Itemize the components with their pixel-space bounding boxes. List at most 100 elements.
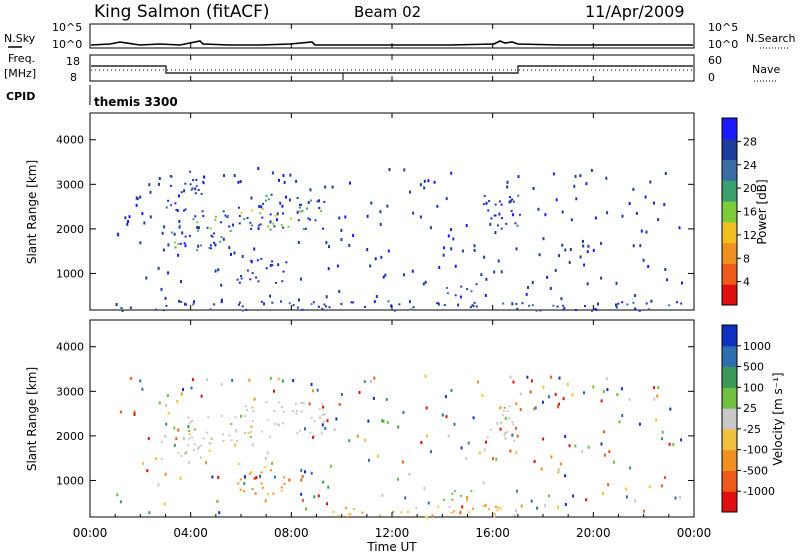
data-cell <box>211 235 214 238</box>
data-cell <box>664 172 667 175</box>
data-cell <box>309 199 312 202</box>
data-cell <box>251 406 254 409</box>
data-cell <box>499 427 502 431</box>
colorbar-tick-label: 4 <box>743 276 750 289</box>
data-cell <box>634 307 637 310</box>
y-tick-label: 4000 <box>56 134 84 147</box>
y-tick-label: 2000 <box>56 430 84 443</box>
data-cell <box>515 402 518 406</box>
data-cell <box>282 174 285 177</box>
data-cell <box>465 224 468 227</box>
data-cell <box>294 402 297 405</box>
data-cell <box>663 203 666 207</box>
data-cell <box>271 264 274 267</box>
data-cell <box>496 421 499 425</box>
data-cell <box>296 432 299 435</box>
data-cell <box>387 249 390 253</box>
data-cell <box>450 247 453 251</box>
data-cell <box>632 187 635 191</box>
data-cell <box>632 301 635 304</box>
data-cell <box>446 292 449 295</box>
data-cell <box>261 216 264 219</box>
data-cell <box>485 277 488 281</box>
data-cell <box>538 253 541 257</box>
data-cell <box>370 201 373 205</box>
data-cell <box>265 267 268 270</box>
data-cell <box>282 226 285 229</box>
data-cell <box>480 273 483 277</box>
data-cell <box>133 413 136 416</box>
data-cell <box>550 455 553 459</box>
data-cell <box>438 266 441 269</box>
data-cell <box>237 180 240 184</box>
data-cell <box>602 430 605 434</box>
data-cell <box>220 236 223 238</box>
data-cell <box>262 202 265 205</box>
data-cell <box>149 190 152 194</box>
data-cell <box>249 435 252 438</box>
data-cell <box>477 380 479 384</box>
data-cell <box>661 430 664 434</box>
data-cell <box>240 414 242 418</box>
data-cell <box>306 207 308 210</box>
data-cell <box>556 305 559 308</box>
data-cell <box>283 181 286 184</box>
data-cell <box>372 396 375 400</box>
data-cell <box>160 441 163 444</box>
colorbar-tick-label: 100 <box>743 381 764 394</box>
nsky-label: N.Sky <box>4 32 36 45</box>
data-cell <box>473 248 476 252</box>
data-cell <box>267 198 270 201</box>
x-tick-label: 12:00 <box>375 526 410 540</box>
data-cell <box>146 469 149 473</box>
data-cell <box>535 309 538 312</box>
data-cell <box>500 203 503 206</box>
data-cell <box>269 376 272 380</box>
data-cell <box>127 220 129 223</box>
data-cell <box>282 270 285 273</box>
data-cell <box>133 410 136 414</box>
data-cell <box>529 390 532 394</box>
data-cell <box>500 421 503 424</box>
data-cell <box>518 213 521 216</box>
data-cell <box>258 205 261 208</box>
data-cell <box>444 395 447 399</box>
data-cell <box>164 472 167 476</box>
power-scatter-layer <box>115 167 683 312</box>
time-x-axis: 00:00 04:00 08:00 12:00 16:00 20:00 00:00 <box>73 24 711 540</box>
data-cell <box>213 303 216 306</box>
data-cell <box>277 263 280 267</box>
data-cell <box>180 392 183 396</box>
data-cell <box>517 175 520 179</box>
data-cell <box>253 397 256 401</box>
data-cell <box>656 394 659 398</box>
data-cell <box>533 460 536 463</box>
data-cell <box>587 445 590 449</box>
data-cell <box>668 442 671 446</box>
data-cell <box>378 514 381 517</box>
data-cell <box>283 476 286 479</box>
data-cell <box>170 175 173 178</box>
data-cell <box>164 435 167 438</box>
data-cell <box>177 253 180 257</box>
data-cell <box>233 174 236 177</box>
data-cell <box>401 460 404 464</box>
data-cell <box>453 509 456 513</box>
data-cell <box>300 478 303 482</box>
data-cell <box>425 434 428 438</box>
data-cell <box>115 303 118 306</box>
data-cell <box>237 482 240 485</box>
data-cell <box>516 224 519 227</box>
data-cell <box>404 496 407 500</box>
data-cell <box>196 249 199 252</box>
data-cell <box>251 419 254 422</box>
data-cell <box>282 422 285 425</box>
data-cell <box>245 308 248 311</box>
data-cell <box>323 200 326 203</box>
data-cell <box>261 208 264 211</box>
data-cell <box>194 192 197 195</box>
data-cell <box>174 246 177 249</box>
data-cell <box>335 417 338 421</box>
data-cell <box>628 202 631 205</box>
data-cell <box>325 295 328 299</box>
